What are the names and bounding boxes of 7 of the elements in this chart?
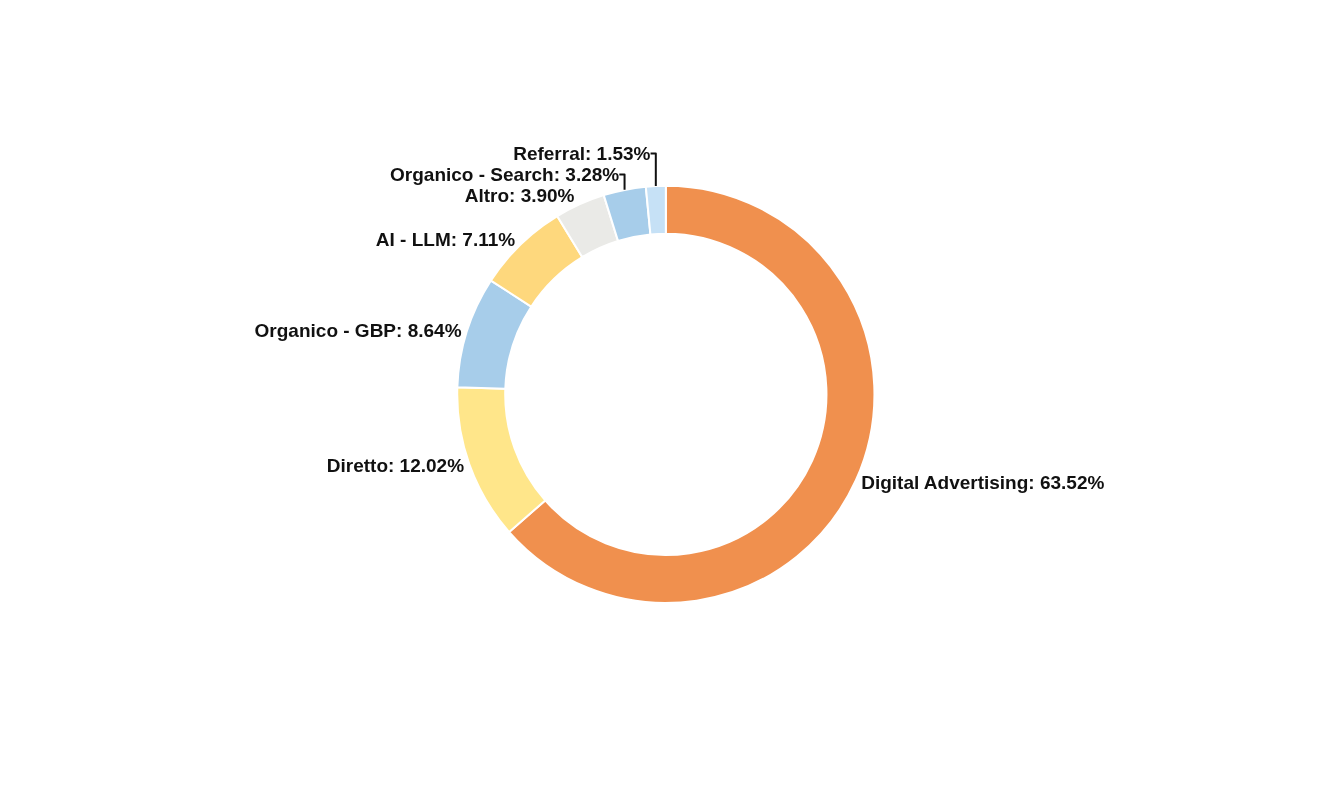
- slice-label: AI - LLM: 7.11%: [375, 228, 516, 250]
- slice-label: Altro: 3.90%: [464, 185, 575, 207]
- slice-label: Organico - Search: 3.28%: [390, 164, 620, 186]
- slice-label: Organico - GBP: 8.64%: [254, 320, 462, 342]
- slice-label: Digital Advertising: 63.52%: [861, 471, 1105, 493]
- slice-label: Referral: 1.53%: [513, 143, 651, 165]
- slice-label: Diretto: 12.02%: [326, 455, 465, 477]
